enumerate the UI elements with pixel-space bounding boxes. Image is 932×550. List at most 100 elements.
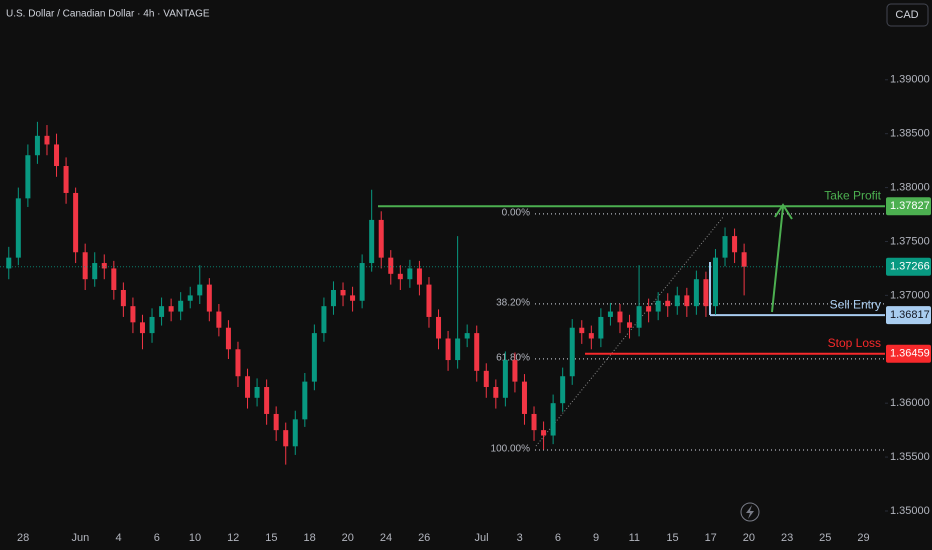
candle-body: [206, 284, 212, 312]
candle-body: [359, 263, 365, 301]
candle-body: [474, 333, 480, 371]
candle-body: [617, 311, 623, 323]
candle-body: [703, 279, 709, 307]
candle-body: [741, 252, 747, 267]
fib-label: 38.20%: [496, 298, 530, 309]
y-tick-label: 1.35000: [890, 505, 930, 517]
candles: [6, 121, 747, 465]
currency-label[interactable]: CAD: [895, 9, 918, 21]
x-tick-label: 6: [555, 532, 561, 544]
candle-body: [493, 387, 499, 398]
candle-body: [483, 370, 489, 388]
candle-body: [292, 419, 298, 447]
replay-icon[interactable]: [740, 502, 760, 522]
candle-body: [92, 263, 98, 280]
fib-label: 100.00%: [491, 444, 531, 455]
x-tick-label: 23: [781, 532, 793, 544]
candle-body: [550, 403, 556, 436]
x-tick-label: 4: [116, 532, 122, 544]
candle-body: [350, 295, 356, 301]
candle-body: [330, 289, 336, 307]
candle-body: [665, 300, 671, 307]
level-price: 1.36817: [890, 309, 930, 321]
x-tick-label: 18: [303, 532, 315, 544]
y-tick-label: 1.37000: [890, 289, 930, 301]
candle-body: [646, 306, 652, 312]
candle-body: [569, 327, 575, 377]
candle-body: [579, 327, 585, 334]
candle-body: [369, 219, 375, 264]
annotations: 0.00% 38.20% 61.80% 100.00% Take Profit Sell …: [378, 188, 885, 522]
candle-body: [712, 257, 718, 307]
x-tick-label: 28: [17, 532, 29, 544]
candle-body: [159, 306, 165, 317]
candle-body: [6, 257, 12, 269]
candle-body: [684, 295, 690, 307]
candle-body: [34, 135, 40, 156]
level-badge: [886, 197, 931, 216]
candle-body: [436, 316, 442, 339]
candle-body: [340, 289, 346, 296]
candle-body: [168, 306, 174, 312]
candle-body: [73, 192, 79, 253]
x-tick-label: 24: [380, 532, 392, 544]
symbol-title: U.S. Dollar / Canadian Dollar · 4h · VAN…: [6, 9, 210, 20]
x-tick-label: 25: [819, 532, 831, 544]
arrow-shaft: [771, 206, 784, 313]
candle-body: [598, 316, 604, 339]
x-tick-label: 20: [342, 532, 354, 544]
candle-body: [225, 327, 231, 350]
level-badge: [886, 344, 931, 363]
candle-body: [311, 333, 317, 382]
candle-body: [464, 333, 470, 339]
candle-body: [120, 289, 126, 307]
candle-body: [254, 387, 260, 398]
candle-body: [521, 381, 527, 414]
candle-body: [636, 306, 642, 328]
x-tick-label: 12: [227, 532, 239, 544]
x-tick-label: 20: [743, 532, 755, 544]
y-tick-label: 1.38000: [890, 181, 930, 193]
candle-body: [197, 284, 203, 296]
x-tick-label: 26: [418, 532, 430, 544]
candle-body: [416, 268, 422, 285]
fib-label: 61.80%: [496, 353, 530, 364]
x-tick-label: 15: [666, 532, 678, 544]
x-tick-label: 9: [593, 532, 599, 544]
candle-body: [407, 268, 413, 280]
candle-body: [82, 252, 88, 280]
candle-body: [44, 135, 50, 145]
x-tick-label: 10: [189, 532, 201, 544]
x-tick-label: 17: [705, 532, 717, 544]
candle-body: [693, 279, 699, 307]
candle-body: [388, 257, 394, 274]
candle-body: [560, 376, 566, 404]
candle-body: [283, 430, 289, 447]
candle-body: [674, 295, 680, 307]
level-price: 1.36459: [890, 348, 930, 360]
currency-box[interactable]: [886, 3, 929, 27]
x-tick-label: 11: [629, 532, 640, 544]
candle-body: [426, 284, 432, 317]
candle-body: [531, 413, 537, 431]
y-tick-label: 1.36000: [890, 397, 930, 409]
candle-body: [63, 166, 69, 193]
candle-body: [502, 360, 508, 398]
candle-body: [111, 268, 117, 290]
level-badge: [886, 306, 931, 325]
candle-body: [130, 306, 136, 323]
candle-body: [541, 430, 547, 436]
level-name: Take Profit: [824, 188, 881, 202]
y-tick-label: 1.39000: [890, 74, 930, 86]
candle-body: [187, 295, 193, 301]
candle-body: [273, 413, 279, 431]
replay-icon-bolt: [746, 505, 754, 519]
candle-body: [245, 376, 251, 398]
x-tick-label: 15: [265, 532, 277, 544]
y-tick-label: 1.37500: [890, 235, 930, 247]
candle-body: [588, 333, 594, 339]
x-tick-label: 3: [517, 532, 523, 544]
candle-body: [235, 349, 241, 377]
